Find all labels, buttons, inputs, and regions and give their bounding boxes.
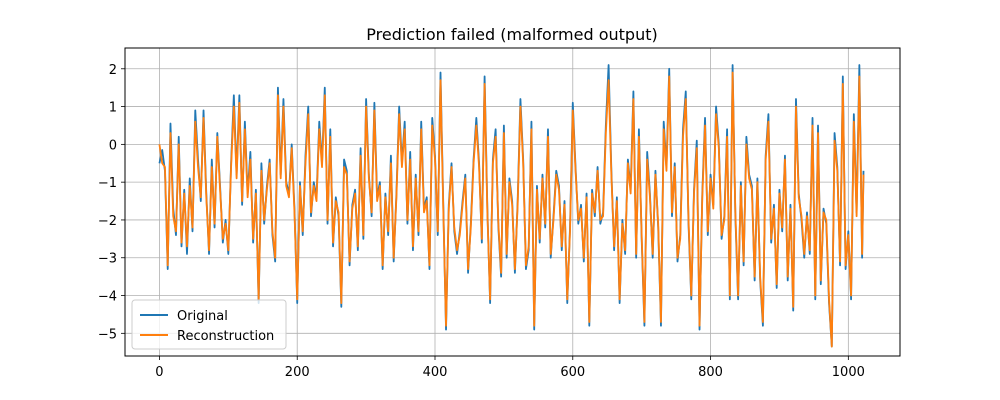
y-tick-label: −3: [98, 252, 117, 267]
x-tick-label: 800: [698, 365, 723, 380]
legend-label-reconstruction: Reconstruction: [177, 329, 274, 344]
x-tick-label: 200: [285, 365, 310, 380]
x-tick-label: 0: [155, 365, 163, 380]
y-axis: 2 1 0 −1 −2 −3 −4 −5: [98, 63, 125, 342]
series-line-reconstruction: [158, 71, 865, 348]
x-axis: 0 200 400 600 800 1000: [155, 356, 865, 380]
y-tick-label: −4: [98, 290, 117, 305]
legend-label-original: Original: [177, 309, 228, 324]
y-tick-label: 2: [109, 63, 117, 78]
x-tick-label: 600: [560, 365, 585, 380]
y-tick-label: 1: [109, 101, 117, 116]
series-layer: [158, 64, 865, 348]
plot-frame: [124, 47, 901, 357]
legend-box: [131, 299, 287, 350]
y-tick-label: −5: [98, 327, 117, 342]
x-tick-label: 1000: [832, 365, 865, 380]
legend: Original Reconstruction: [131, 299, 287, 350]
x-tick-label: 400: [423, 365, 448, 380]
chart-title: Prediction failed (malformed output): [366, 25, 657, 44]
y-tick-label: −2: [98, 214, 117, 229]
y-tick-label: −1: [98, 176, 117, 191]
y-tick-label: 0: [109, 138, 117, 153]
